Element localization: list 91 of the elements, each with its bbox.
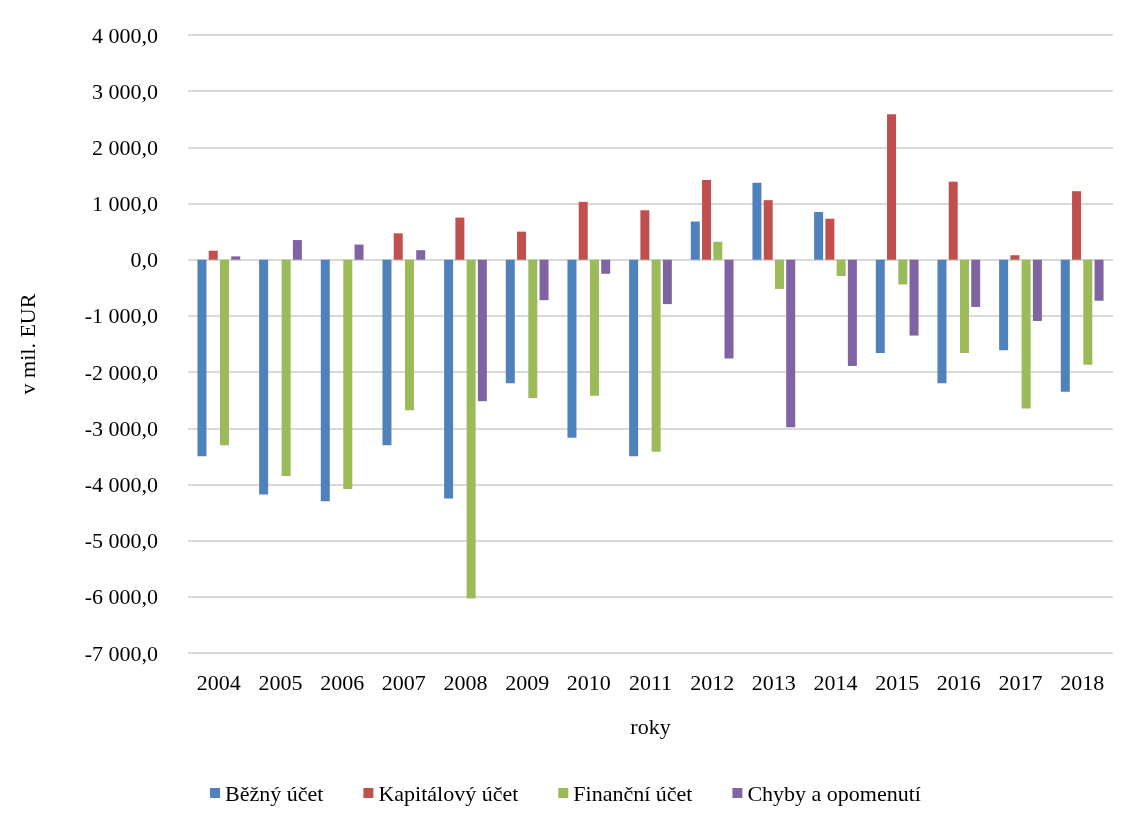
- bar: [477, 259, 487, 402]
- legend-label: Běžný účet: [225, 780, 324, 806]
- y-tick-label: 0,0: [130, 247, 158, 273]
- bar: [752, 182, 762, 260]
- bar: [601, 259, 611, 274]
- y-tick-label: 4 000,0: [92, 22, 158, 48]
- bar: [640, 210, 650, 260]
- y-tick-label: -3 000,0: [84, 415, 158, 441]
- legend-label: Kapitálový účet: [378, 780, 519, 806]
- y-tick-label: -1 000,0: [84, 303, 158, 329]
- bar: [404, 259, 414, 411]
- bar: [713, 241, 723, 260]
- y-tick-label: -4 000,0: [84, 471, 158, 497]
- bar: [898, 259, 908, 285]
- x-tick-label: 2018: [1060, 669, 1105, 695]
- legend-label: Chyby a opomenutí: [747, 780, 921, 806]
- bar: [354, 244, 364, 260]
- bar: [197, 259, 207, 457]
- x-tick-label: 2011: [628, 669, 673, 695]
- bar: [1083, 259, 1093, 365]
- bar: [629, 259, 639, 457]
- y-tick-label: 2 000,0: [92, 134, 158, 160]
- bar: [208, 250, 218, 260]
- bar: [539, 259, 549, 301]
- x-tick-label: 2010: [566, 669, 611, 695]
- x-tick-label: 2004: [196, 669, 241, 695]
- bar: [281, 259, 291, 477]
- x-axis-title: roky: [630, 713, 671, 739]
- bar: [505, 259, 515, 384]
- y-tick-label: -2 000,0: [84, 359, 158, 385]
- x-tick-label: 2008: [443, 669, 488, 695]
- bar: [690, 221, 700, 260]
- bar: [786, 259, 796, 428]
- y-tick-label: -5 000,0: [84, 528, 158, 554]
- x-tick-label: 2017: [998, 669, 1043, 695]
- bar: [466, 259, 476, 599]
- bar: [909, 259, 919, 336]
- bar: [724, 259, 734, 359]
- bar: [1010, 255, 1020, 260]
- bar: [393, 233, 403, 260]
- x-tick-label: 2012: [690, 669, 735, 695]
- bar: [1072, 191, 1082, 260]
- bar: [937, 259, 947, 384]
- x-tick-label: 2013: [751, 669, 796, 695]
- bar: [948, 181, 958, 260]
- bar: [259, 259, 269, 495]
- x-tick-label: 2005: [258, 669, 303, 695]
- bar: [1094, 259, 1104, 301]
- bar: [847, 259, 857, 366]
- x-tick-label: 2016: [936, 669, 981, 695]
- bar: [589, 259, 599, 396]
- bar: [567, 259, 577, 438]
- x-tick-label: 2006: [320, 669, 365, 695]
- bar: [231, 256, 241, 260]
- legend-label: Finanční účet: [573, 780, 693, 806]
- bar: [1021, 259, 1031, 409]
- bar: [416, 250, 426, 260]
- x-tick-label: 2009: [505, 669, 550, 695]
- bar: [971, 259, 981, 307]
- bar: [763, 200, 773, 260]
- bar: [320, 259, 330, 502]
- bar: [444, 259, 454, 499]
- bar: [959, 259, 969, 353]
- bar: [1032, 259, 1042, 321]
- y-tick-label: -7 000,0: [84, 640, 158, 666]
- bar: [774, 259, 784, 289]
- x-tick-label: 2014: [813, 669, 858, 695]
- bar: [702, 179, 712, 260]
- bar: [292, 240, 302, 260]
- x-tick-label: 2015: [875, 669, 920, 695]
- bar: [455, 217, 465, 260]
- bar: [528, 259, 538, 398]
- bar: [517, 231, 527, 260]
- bar: [887, 114, 897, 260]
- bar: [875, 259, 885, 353]
- bar: [662, 259, 672, 305]
- bar: [651, 259, 661, 452]
- bar: [814, 211, 824, 260]
- y-axis-title: v mil. EUR: [14, 293, 40, 395]
- bar: [825, 218, 835, 260]
- y-tick-label: -6 000,0: [84, 584, 158, 610]
- bar: [382, 259, 392, 446]
- y-tick-label: 1 000,0: [92, 191, 158, 217]
- bar: [999, 259, 1009, 351]
- bar: [1060, 259, 1070, 392]
- bar: [836, 259, 846, 277]
- bar: [343, 259, 353, 489]
- bar: [219, 259, 229, 446]
- y-tick-label: 3 000,0: [92, 78, 158, 104]
- bar: [578, 201, 588, 260]
- x-tick-label: 2007: [381, 669, 426, 695]
